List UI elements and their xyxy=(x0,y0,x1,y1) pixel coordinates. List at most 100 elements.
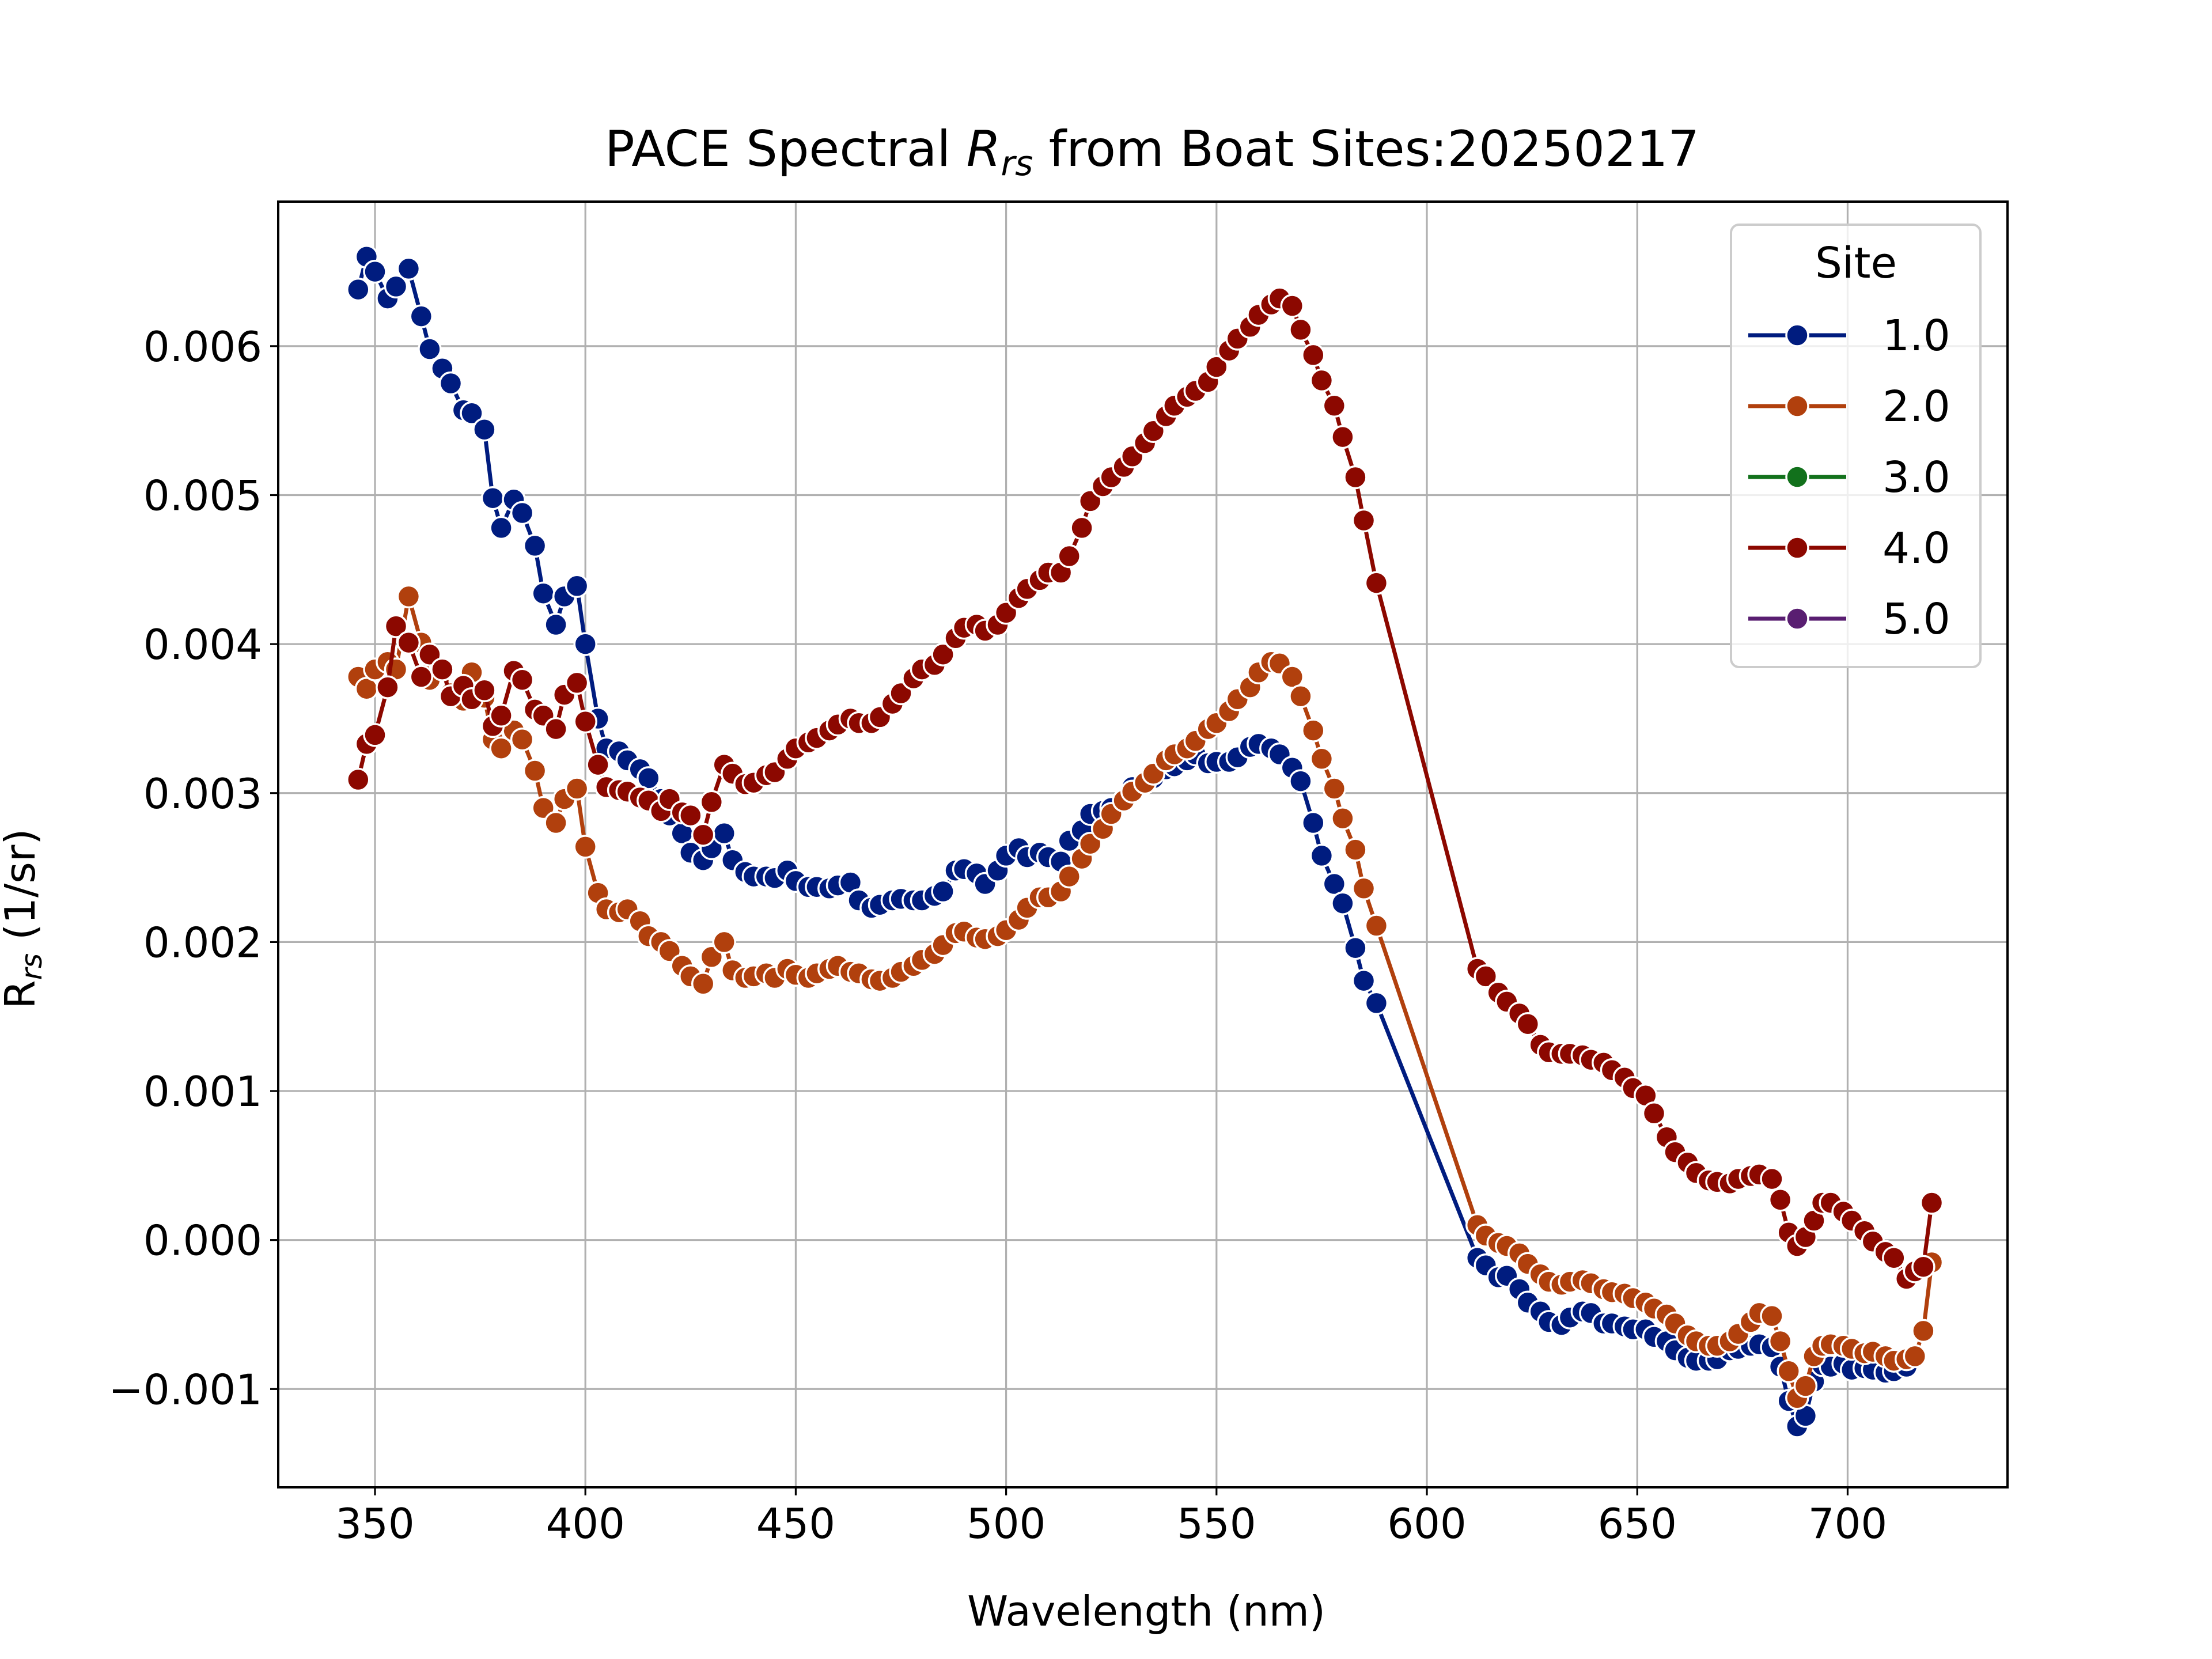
data-point xyxy=(1301,810,1325,835)
data-point xyxy=(1364,914,1389,938)
series-4.0 xyxy=(346,286,1944,1291)
data-point xyxy=(1343,935,1368,960)
x-axis-ticks: 350 400 450 500 550 600 650 700 xyxy=(335,1487,1887,1548)
data-point xyxy=(586,752,610,777)
data-point xyxy=(480,486,505,510)
y-tick-label: 0.000 xyxy=(143,1217,262,1265)
legend-entry-label: 1.0 xyxy=(1883,311,1950,361)
x-tick-label: 350 xyxy=(335,1499,414,1548)
data-point xyxy=(565,671,589,695)
data-point xyxy=(510,727,535,752)
legend-marker-swatch xyxy=(1785,394,1809,418)
y-tick-label: 0.005 xyxy=(143,472,262,520)
data-point xyxy=(363,259,387,284)
data-point xyxy=(1070,516,1094,540)
data-point xyxy=(544,717,568,741)
data-point xyxy=(1777,1359,1801,1384)
data-point xyxy=(531,581,555,605)
data-point xyxy=(510,668,535,692)
data-point xyxy=(679,803,703,828)
chart-title-math: R xyxy=(967,120,1001,178)
data-point xyxy=(1205,355,1229,379)
data-point xyxy=(565,574,589,599)
legend-entry-3.0: 3.0 xyxy=(1748,453,1950,502)
y-axis-label: Rrs (1/sr) xyxy=(0,829,48,1009)
legend-entry-label: 4.0 xyxy=(1883,524,1950,573)
legend-entry-label: 3.0 xyxy=(1883,453,1950,502)
data-point xyxy=(489,703,513,728)
y-tick-label: 0.001 xyxy=(143,1067,262,1116)
data-point xyxy=(1057,864,1081,889)
data-point xyxy=(1642,1101,1666,1126)
legend-entries: 1.0 2.0 3.0 4.0 5.0 xyxy=(1748,311,1950,644)
data-point xyxy=(1768,1188,1793,1212)
data-point xyxy=(1343,838,1368,862)
y-axis-label-suffix: (1/sr) xyxy=(0,829,44,953)
y-axis-label-main: R xyxy=(0,980,44,1009)
legend-title: Site xyxy=(1815,238,1897,288)
data-point xyxy=(691,972,715,996)
data-point xyxy=(1309,843,1334,868)
x-tick-label: 400 xyxy=(546,1499,624,1548)
data-point xyxy=(1309,747,1334,771)
y-axis-ticks: −0.001 0.000 0.001 0.002 0.003 0.004 0.005 0.00… xyxy=(109,323,278,1414)
data-point xyxy=(1289,769,1313,793)
data-point xyxy=(489,736,513,760)
data-point xyxy=(1364,571,1389,595)
data-point xyxy=(1289,684,1313,709)
data-point xyxy=(384,274,408,299)
data-point xyxy=(409,304,434,328)
data-point xyxy=(1919,1191,1944,1215)
data-point xyxy=(1289,317,1313,342)
data-point xyxy=(1911,1255,1936,1279)
data-point xyxy=(1322,393,1347,418)
legend-entry-4.0: 4.0 xyxy=(1748,524,1950,573)
data-point xyxy=(1301,718,1325,743)
data-point xyxy=(384,614,408,638)
data-point xyxy=(396,256,421,281)
chart-title-suffix: from Boat Sites:20250217 xyxy=(1033,120,1699,178)
data-point xyxy=(1474,964,1498,988)
legend-entry-label: 2.0 xyxy=(1883,382,1950,431)
data-point xyxy=(573,709,597,734)
data-point xyxy=(1911,1319,1936,1343)
data-point xyxy=(396,630,421,655)
y-tick-label: 0.006 xyxy=(143,323,262,371)
data-point xyxy=(346,767,370,792)
data-point xyxy=(1322,777,1347,801)
data-point xyxy=(522,533,547,558)
data-point xyxy=(1351,876,1376,901)
data-point xyxy=(691,823,715,847)
legend: Site 1.0 2.0 3.0 4.0 5.0 xyxy=(1730,224,1982,668)
x-tick-label: 450 xyxy=(756,1499,835,1548)
y-tick-label: 0.003 xyxy=(143,770,262,818)
data-point xyxy=(1903,1344,1927,1369)
data-point xyxy=(1351,968,1376,993)
data-point xyxy=(510,501,535,525)
data-point xyxy=(573,632,597,656)
legend-marker-swatch xyxy=(1785,536,1809,560)
chart-title-math-sub: rs xyxy=(1001,143,1033,184)
legend-entry-label: 5.0 xyxy=(1883,594,1950,644)
series-1.0 xyxy=(346,244,1919,1438)
data-point xyxy=(1331,806,1355,831)
data-point xyxy=(522,759,547,783)
data-point xyxy=(1351,508,1376,533)
data-point xyxy=(460,401,484,426)
x-tick-label: 500 xyxy=(967,1499,1046,1548)
data-point xyxy=(1343,465,1368,490)
legend-marker-swatch xyxy=(1785,323,1809,347)
data-point xyxy=(1280,294,1305,318)
data-point xyxy=(396,584,421,609)
data-point xyxy=(1760,1166,1784,1191)
y-tick-label: −0.001 xyxy=(109,1365,262,1414)
data-point xyxy=(1331,425,1355,449)
data-point xyxy=(472,678,497,703)
legend-marker-swatch xyxy=(1785,607,1809,631)
x-tick-label: 700 xyxy=(1808,1499,1887,1548)
data-point xyxy=(489,516,513,540)
data-point xyxy=(376,675,400,699)
data-point xyxy=(1882,1245,1906,1270)
data-point xyxy=(472,417,497,442)
